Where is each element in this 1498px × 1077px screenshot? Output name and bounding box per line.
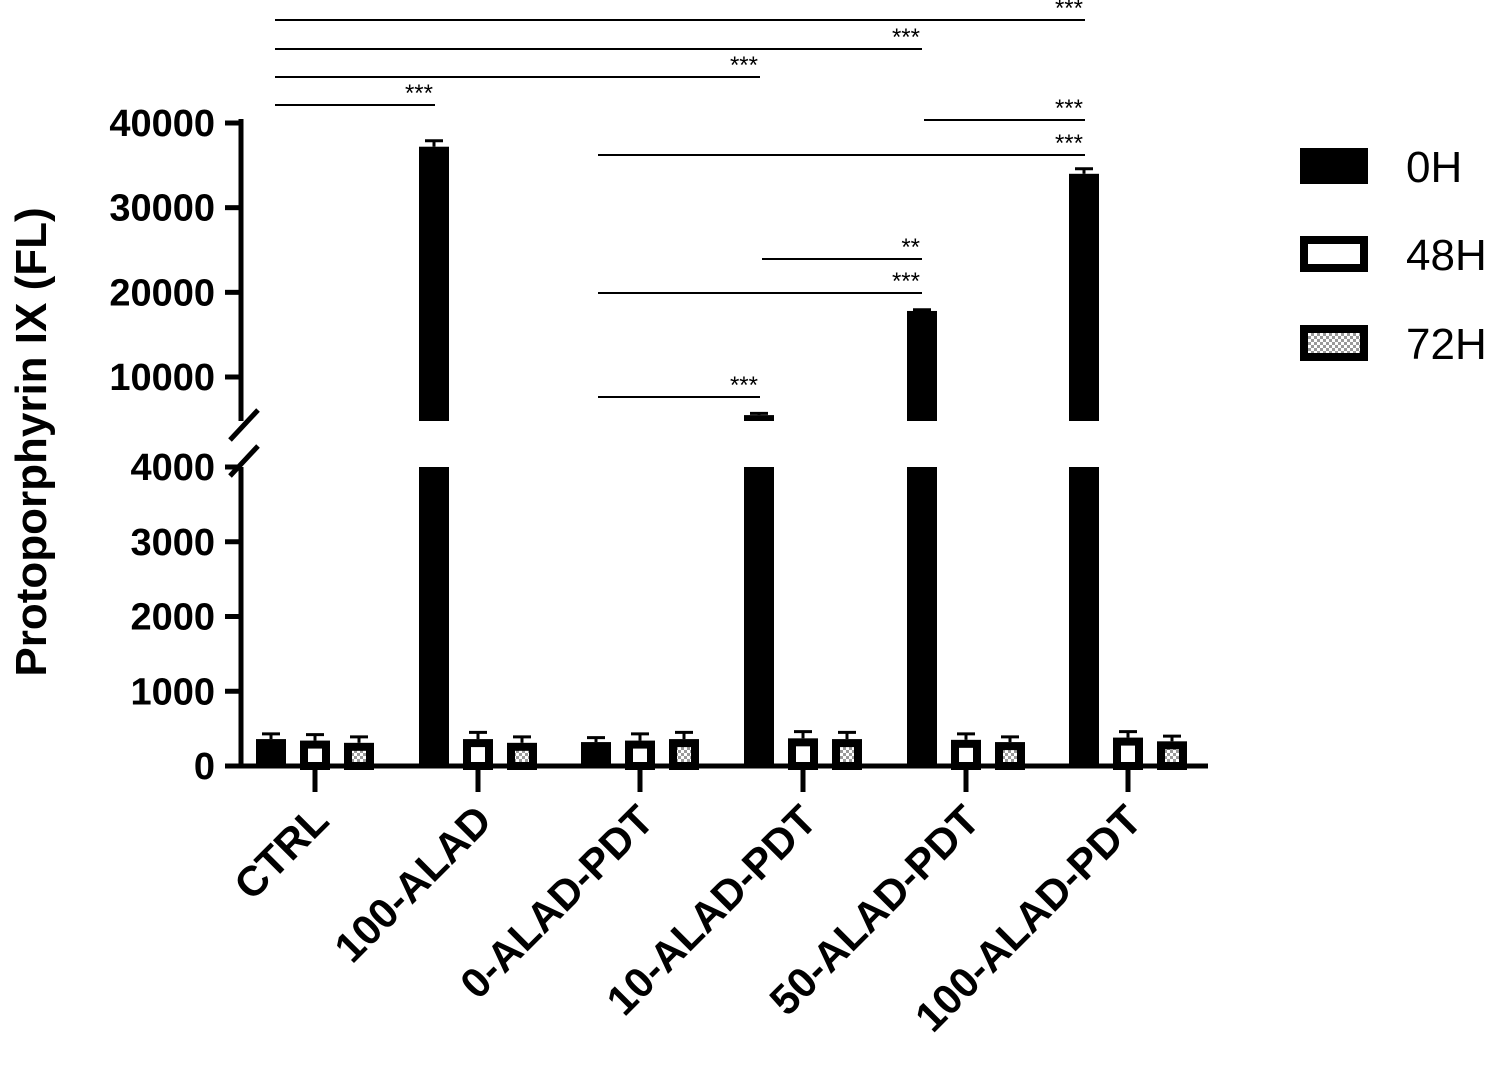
y-tick-label-20000: 20000 — [109, 272, 215, 314]
bar-72h-10-alad-pdt — [832, 739, 862, 771]
y-tick-label-4000: 4000 — [130, 447, 215, 489]
x-tick-label-ctrl: CTRL — [225, 796, 337, 908]
sig-label-8: *** — [1055, 95, 1083, 122]
legend-label-0h: 0H — [1406, 143, 1462, 192]
sig-label-7: *** — [1055, 130, 1083, 157]
bar-48h-50-alad-pdt — [951, 739, 981, 771]
y-tick-label-0: 0 — [194, 746, 215, 788]
bar-0h-100-alad-pdt-upper — [1069, 173, 1099, 421]
sig-label-6: ** — [901, 234, 920, 261]
bar-0h-10-alad-pdt-upper — [744, 415, 774, 421]
y-tick-label-2000: 2000 — [130, 597, 215, 639]
y-tick-label-3000: 3000 — [130, 522, 215, 564]
sig-label-2: *** — [892, 24, 920, 51]
y-tick-label-40000: 40000 — [109, 103, 215, 145]
bar-48h-100-alad-pdt — [1113, 737, 1143, 770]
bar-72h-0-alad-pdt — [669, 739, 699, 771]
bar-48h-10-alad-pdt — [788, 738, 818, 771]
sig-label-5: *** — [892, 268, 920, 295]
bar-72h-100-alad-pdt — [1157, 741, 1187, 771]
bar-72h-ctrl — [344, 742, 374, 771]
bar-0h-0-alad-pdt — [581, 742, 611, 766]
y-axis-label: Protoporphyrin IX (FL) — [7, 207, 56, 676]
y-tick-label-30000: 30000 — [109, 188, 215, 230]
axes: 0 1000 2000 3000 4000 10000 20000 30000 40000 CTR… — [109, 103, 1208, 1041]
sig-label-0: *** — [405, 80, 433, 107]
legend-swatch-0h — [1300, 148, 1368, 184]
bar-48h-ctrl — [300, 740, 330, 771]
legend-label-72h: 72H — [1406, 320, 1487, 369]
sig-label-4: *** — [730, 372, 758, 399]
bar-48h-100-alad — [463, 739, 493, 771]
bar-0h-ctrl — [256, 739, 286, 766]
bar-0h-100-alad-upper — [419, 146, 449, 421]
bar-48h-0-alad-pdt — [625, 740, 655, 771]
y-tick-label-1000: 1000 — [130, 671, 215, 713]
legend-swatch-72h — [1300, 325, 1368, 361]
bars — [256, 139, 1187, 771]
sig-label-1: *** — [730, 52, 758, 79]
x-tick-label-100-alad: 100-ALAD — [325, 796, 500, 971]
sig-label-3: *** — [1055, 0, 1083, 22]
bar-0h-100-alad-pdt-lower — [1069, 467, 1099, 766]
legend-swatch-48h — [1300, 236, 1368, 272]
bar-0h-10-alad-pdt-lower — [744, 467, 774, 766]
legend-label-48h: 48H — [1406, 231, 1487, 280]
bar-0h-100-alad-lower — [419, 467, 449, 766]
legend: 0H 48H 72H — [1300, 143, 1487, 369]
significance-brackets: ************************** — [275, 0, 1085, 399]
axis-break-mark-upper — [228, 408, 260, 442]
bar-72h-100-alad — [507, 742, 537, 771]
y-tick-label-10000: 10000 — [109, 357, 215, 399]
axis-break-mark-lower — [228, 444, 260, 478]
bar-0h-50-alad-pdt-upper — [907, 310, 937, 421]
bar-72h-50-alad-pdt — [995, 742, 1025, 771]
bar-0h-50-alad-pdt-lower — [907, 467, 937, 766]
